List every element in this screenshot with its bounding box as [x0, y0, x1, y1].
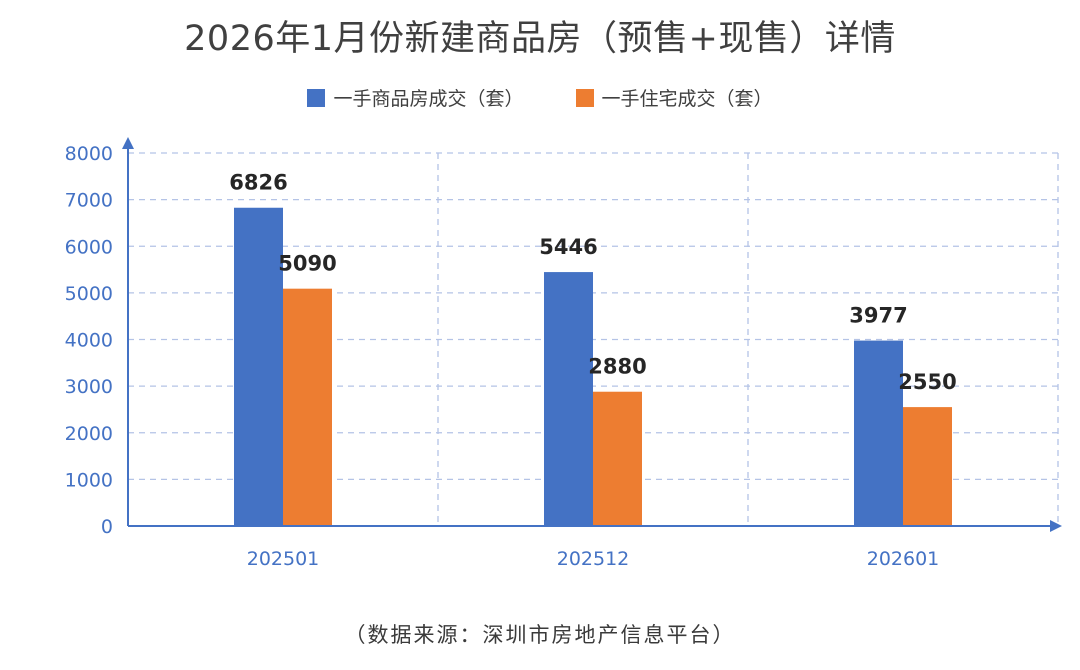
legend-swatch-commercial [307, 88, 326, 107]
data-label: 2880 [588, 355, 646, 379]
legend-item-commercial: 一手商品房成交（套） [307, 84, 524, 111]
legend-label-commercial: 一手商品房成交（套） [333, 88, 524, 110]
bar-202512-series-1 [593, 391, 642, 526]
legend-label-residential: 一手住宅成交（套） [601, 88, 773, 110]
bar-202601-series-0 [854, 340, 903, 526]
x-tick-label: 202501 [247, 548, 320, 570]
data-label: 5090 [278, 252, 336, 276]
y-axis-arrow [122, 137, 134, 149]
x-tick-label: 202601 [867, 548, 940, 570]
bar-202512-series-0 [544, 272, 593, 526]
x-axis-arrow [1050, 520, 1062, 532]
y-tick-label: 0 [101, 516, 113, 538]
legend-swatch-residential [575, 88, 594, 107]
data-label: 3977 [849, 304, 907, 328]
legend: 一手商品房成交（套） 一手住宅成交（套） [0, 84, 1080, 111]
bar-chart: 0 1000 2000 3000 4000 5000 6000 7000 8000 6826 509… [65, 137, 1062, 570]
y-tick-label: 1000 [65, 469, 113, 491]
y-tick-label: 3000 [65, 376, 113, 398]
chart-title: 2026年1月份新建商品房（预售+现售）详情 [184, 19, 896, 59]
y-tick-label: 2000 [65, 423, 113, 445]
data-source-note: （数据来源：深圳市房地产信息平台） [344, 623, 736, 647]
y-tick-label: 5000 [65, 283, 113, 305]
bar-202501-series-1 [283, 288, 332, 526]
y-tick-label: 8000 [65, 143, 113, 165]
y-tick-label: 4000 [65, 330, 113, 352]
bar-202501-series-0 [234, 207, 283, 527]
bar-202601-series-1 [903, 407, 952, 526]
data-label: 5446 [539, 235, 597, 259]
data-label: 2550 [898, 370, 956, 394]
y-tick-label: 6000 [65, 236, 113, 258]
y-tick-label: 7000 [65, 190, 113, 212]
data-label: 6826 [229, 171, 287, 195]
legend-item-residential: 一手住宅成交（套） [575, 84, 773, 111]
x-tick-label: 202512 [557, 548, 630, 570]
